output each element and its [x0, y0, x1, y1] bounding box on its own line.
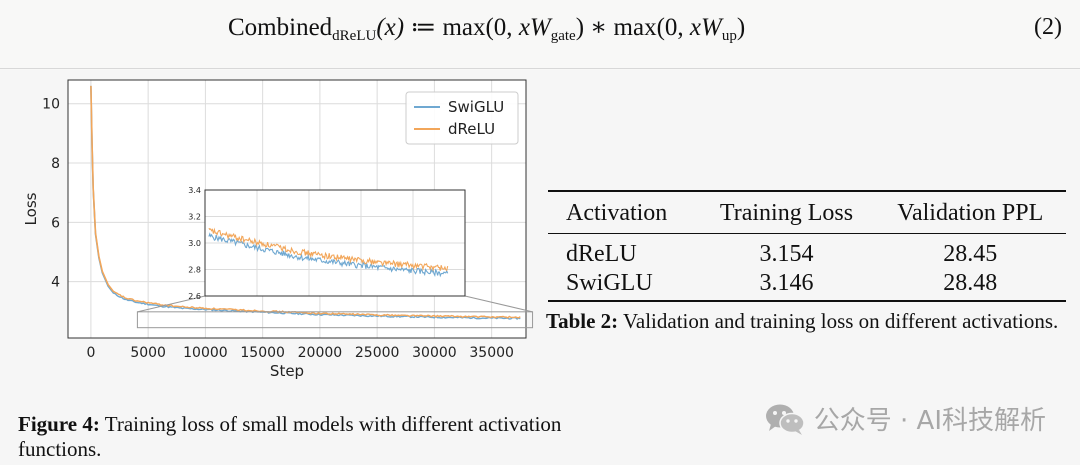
equation-term1-suffix: ) — [575, 14, 585, 41]
table-caption-text: Validation and training loss on differen… — [618, 309, 1059, 333]
results-table: Activation Training Loss Validation PPL … — [548, 190, 1066, 302]
table-caption-label: Table 2: — [546, 309, 619, 333]
legend-label-drelu: dReLU — [448, 120, 495, 138]
x-tick-label: 25000 — [355, 345, 400, 361]
inset-y-tick-label: 3.4 — [188, 186, 201, 195]
equation-lhs-argument: (x) — [376, 14, 405, 41]
wechat-icon — [765, 404, 805, 435]
y-tick-label: 4 — [51, 275, 60, 291]
table-cell-activation: dReLU — [566, 241, 637, 267]
inset-connector-right — [464, 295, 533, 313]
x-tick-label: 15000 — [240, 345, 285, 361]
table-header-activation: Activation — [566, 200, 668, 226]
training-loss-chart: 0 5000 10000 15000 20000 25000 30000 35000 4 6 8 10… — [22, 79, 534, 380]
table-cell-validation-ppl: 28.48 — [943, 270, 998, 296]
x-axis-label: Step — [270, 362, 304, 380]
inset-plot: 2.6 2.8 3.0 3.2 3.4 — [188, 186, 466, 301]
inset-connector-left — [137, 295, 206, 313]
equation-band: CombineddReLU(x) ≔ max(0, xWgate) ∗ max(… — [0, 0, 1080, 69]
table-row: dReLU 3.154 28.45 — [548, 234, 1066, 270]
table-header-training-loss: Training Loss — [719, 200, 854, 226]
equation-lhs-name: Combined — [228, 14, 333, 41]
table-header-validation-ppl: Validation PPL — [897, 200, 1044, 226]
table-cell-validation-ppl: 28.45 — [943, 241, 998, 267]
inset-series-line-swiglu — [208, 232, 449, 278]
zoom-region-box — [136, 311, 534, 329]
legend-box — [405, 91, 519, 145]
y-tick-label: 6 — [51, 215, 60, 231]
table-cell-training-loss: 3.154 — [759, 241, 814, 267]
figure-caption-label: Figure 4: — [18, 412, 100, 436]
table-cell-training-loss: 3.146 — [759, 270, 814, 296]
inset-y-tick-label: 2.6 — [188, 292, 201, 301]
table-row: SwiGLU 3.146 28.48 — [548, 269, 1066, 301]
equation-term2-suffix: ) — [736, 14, 746, 41]
equation-times-symbol: ∗ — [590, 14, 608, 41]
plot-frame — [67, 79, 527, 339]
legend-label-swiglu: SwiGLU — [448, 98, 504, 116]
equation-term2-subscript: up — [721, 28, 737, 44]
figure-caption-text: Training loss of small models with diffe… — [18, 412, 562, 461]
results-table-wrapper: Activation Training Loss Validation PPL … — [548, 190, 1066, 302]
equation-term1-prefix: max(0, — [442, 14, 513, 41]
equation-2: CombineddReLU(x) ≔ max(0, xWgate) ∗ max(… — [228, 12, 745, 45]
table-caption: Table 2: Validation and training loss on… — [546, 308, 1070, 334]
chart-legend: SwiGLU dReLU — [405, 91, 519, 145]
series-line-swiglu — [113, 292, 521, 320]
y-tick-label: 8 — [51, 156, 60, 172]
equation-term2-variable: xW — [689, 14, 722, 41]
equation-term1-subscript: gate — [550, 28, 576, 44]
watermark-text: 公众号 · AI科技解析 — [813, 406, 1046, 436]
x-tick-label: 20000 — [298, 345, 343, 361]
table-header-row: Activation Training Loss Validation PPL — [548, 191, 1066, 234]
inset-y-tick-label: 3.0 — [188, 239, 201, 248]
series-line-drelu — [113, 290, 521, 319]
watermark: 公众号 · AI科技解析 — [764, 400, 1046, 437]
table-cell-activation: SwiGLU — [566, 270, 653, 296]
equation-number: (2) — [1034, 14, 1062, 40]
x-tick-label: 30000 — [412, 345, 457, 361]
inset-y-tick-label: 3.2 — [188, 213, 201, 222]
y-tick-label: 10 — [42, 97, 60, 113]
inset-series-line-drelu — [208, 227, 449, 272]
equation-term1-variable: xW — [518, 14, 551, 41]
paper-content: 0 5000 10000 15000 20000 25000 30000 35000 4 6 8 10… — [0, 70, 1080, 465]
x-tick-label: 5000 — [130, 345, 166, 361]
x-tick-label: 35000 — [469, 345, 514, 361]
series-line-drelu-early — [90, 85, 115, 293]
equation-assign-symbol: ≔ — [410, 14, 437, 41]
equation-term2-prefix: max(0, — [613, 14, 684, 41]
x-tick-label: 10000 — [183, 345, 228, 361]
y-axis-label: Loss — [22, 192, 40, 225]
figure-caption: Figure 4: Training loss of small models … — [18, 412, 563, 462]
inset-frame — [204, 189, 466, 297]
inset-y-tick-label: 2.8 — [188, 266, 201, 275]
x-tick-label: 0 — [86, 345, 95, 361]
equation-lhs-subscript: dReLU — [332, 28, 377, 44]
